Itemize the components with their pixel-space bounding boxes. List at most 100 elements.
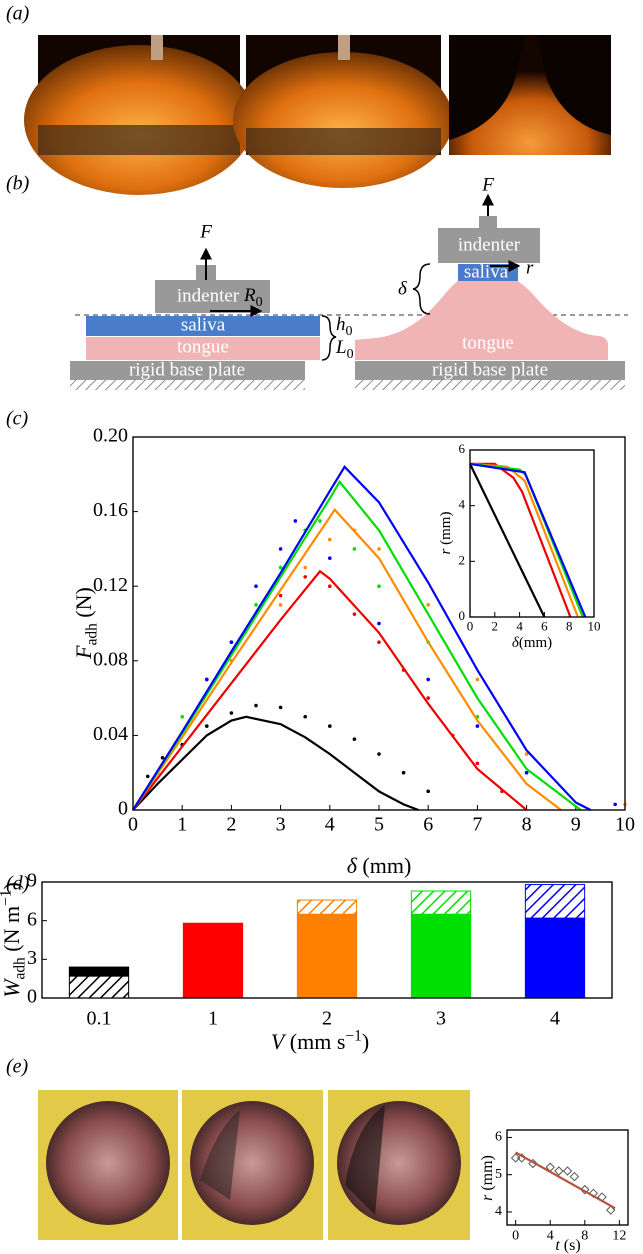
line <box>469 462 587 618</box>
x-axis-label-part: −1 <box>345 1027 361 1044</box>
point <box>303 565 308 570</box>
point <box>318 519 322 523</box>
saliva-drop <box>458 264 518 281</box>
point <box>160 755 165 760</box>
x-tick-label: 0.1 <box>87 1008 112 1030</box>
x-tick-label: 8 <box>566 618 573 633</box>
label: tongue <box>177 336 229 357</box>
point <box>475 677 480 682</box>
point <box>426 677 431 682</box>
x-tick-label: 4 <box>516 618 523 633</box>
label: h0 <box>336 314 353 339</box>
label-part: R <box>243 285 256 306</box>
y-tick-label: 4 <box>495 1204 502 1219</box>
point <box>426 789 431 794</box>
point <box>580 1184 590 1195</box>
point <box>377 640 381 644</box>
photo-shadow <box>345 1105 385 1215</box>
point <box>352 547 357 551</box>
line <box>132 569 528 811</box>
ground-hatch <box>70 380 305 390</box>
x-tick-label: 2 <box>492 618 499 633</box>
point <box>278 565 283 570</box>
photo-base <box>38 125 240 155</box>
line <box>132 507 562 811</box>
x-tick-label: 8 <box>522 814 532 836</box>
panel-label: (b) <box>6 173 30 195</box>
label: tongue <box>462 332 514 353</box>
plot-border <box>469 449 595 618</box>
point <box>328 537 332 542</box>
x-tick-label: 6 <box>423 814 433 836</box>
indenter-stem <box>479 216 497 229</box>
y-tick-label: 0 <box>118 798 128 820</box>
point <box>426 603 431 607</box>
point <box>562 1166 573 1176</box>
y-axis-label-part: F <box>71 645 96 660</box>
base-plate <box>70 361 305 380</box>
x-tick-label: 3 <box>436 1008 446 1030</box>
x-axis-label: δ(mm) <box>512 635 552 651</box>
x-axis-label-part: (s) <box>560 1237 581 1254</box>
y-axis-label-part: −1 <box>0 890 14 906</box>
bar-segment <box>296 899 358 915</box>
point <box>510 1153 521 1163</box>
bar-segment <box>410 890 472 915</box>
x-axis-label: V (mm s−1) <box>271 1027 369 1054</box>
point <box>569 1171 580 1182</box>
y-tick-label: 6 <box>27 908 37 930</box>
bar-segment <box>524 884 586 919</box>
point <box>401 770 406 775</box>
bar-segment <box>68 966 130 977</box>
y-tick-label: 0.20 <box>93 425 128 447</box>
label-part: L <box>335 337 347 358</box>
x-axis-label-part: ) <box>362 1029 369 1054</box>
plot-border <box>506 1129 629 1226</box>
y-axis-label: r (mm) <box>438 512 454 555</box>
bar-segment <box>296 913 358 999</box>
bar-segment <box>524 917 586 999</box>
brace <box>412 263 431 315</box>
tongue-layer <box>86 337 320 360</box>
photo-needle <box>151 35 163 60</box>
x-tick-label: 4 <box>547 1228 554 1243</box>
line <box>515 1151 616 1210</box>
point <box>328 584 332 588</box>
point <box>145 774 150 779</box>
photos-a <box>24 35 611 195</box>
y-axis-label-part: r <box>479 1194 496 1201</box>
bar-segment <box>68 975 130 999</box>
photo-base <box>246 128 441 155</box>
x-tick-label: 1 <box>177 814 187 836</box>
brace <box>321 315 337 361</box>
x-tick-label: 10 <box>615 814 635 836</box>
plot-border <box>132 436 626 811</box>
point <box>205 724 209 728</box>
point <box>254 584 258 588</box>
label: indenter <box>177 285 240 306</box>
point <box>377 752 381 756</box>
label: saliva <box>464 261 509 282</box>
y-axis-label-part: r <box>438 548 454 554</box>
base-plate <box>355 361 625 380</box>
point <box>328 556 332 561</box>
bar-segment <box>182 922 244 999</box>
y-tick-label: 0.12 <box>93 574 128 596</box>
x-axis-label: δ (mm) <box>347 853 412 878</box>
point <box>205 677 209 682</box>
x-tick-label: 6 <box>541 618 548 633</box>
x-tick-label: 0 <box>128 814 138 836</box>
y-tick-label: 5 <box>495 1167 502 1182</box>
x-tick-label: 10 <box>588 618 601 633</box>
y-tick-label: 4 <box>459 497 466 512</box>
label: saliva <box>181 314 226 335</box>
x-axis-label-part: V <box>271 1029 287 1054</box>
point <box>475 761 480 766</box>
diagram: rigid base plate tongue saliva indenter … <box>70 174 628 390</box>
point <box>278 603 283 607</box>
y-tick-label: 6 <box>459 441 466 456</box>
line <box>132 715 419 812</box>
label-part: 0 <box>347 347 354 362</box>
